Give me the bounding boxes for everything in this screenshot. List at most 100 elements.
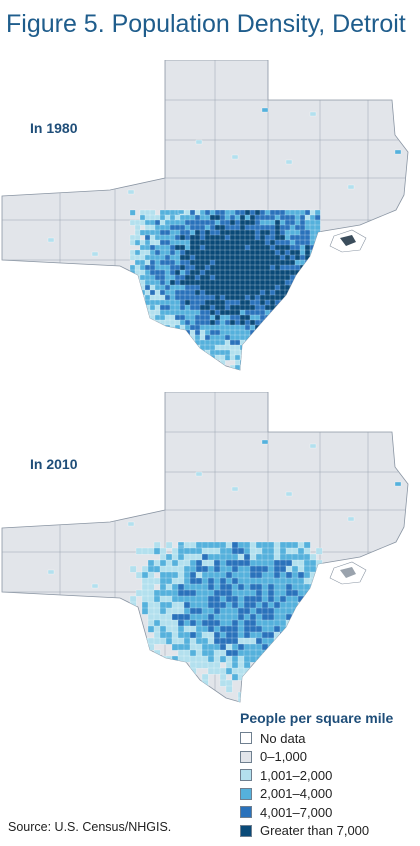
tract [243, 601, 251, 609]
tract [294, 234, 301, 241]
tract [239, 344, 246, 351]
tract [309, 324, 316, 331]
tract [213, 547, 221, 555]
tract [195, 631, 203, 639]
tract [249, 577, 257, 585]
tract [237, 607, 245, 615]
tract [183, 541, 191, 549]
tract [219, 299, 226, 306]
tract [269, 229, 276, 236]
tract [261, 583, 269, 591]
tract [269, 224, 276, 231]
tract [184, 279, 191, 286]
tract [261, 613, 269, 621]
tract [164, 344, 171, 351]
tract [213, 601, 221, 609]
tract [169, 259, 176, 266]
tract [244, 254, 251, 261]
tract [259, 259, 266, 266]
tract [149, 289, 156, 296]
tract [314, 259, 321, 266]
tract [179, 264, 186, 271]
tract [274, 349, 281, 356]
tract [279, 643, 287, 651]
tract [209, 309, 216, 316]
tract [309, 219, 316, 226]
tract [289, 249, 296, 256]
tract [189, 214, 196, 221]
tract [243, 625, 251, 633]
tract [189, 284, 196, 291]
tract [249, 269, 256, 276]
tract [179, 294, 186, 301]
tract [269, 314, 276, 321]
tract [259, 344, 266, 351]
tract [314, 319, 321, 326]
tract [201, 601, 209, 609]
tract [274, 219, 281, 226]
tract [159, 244, 166, 251]
tract [279, 649, 287, 657]
tract [314, 334, 321, 341]
tract [274, 274, 281, 281]
tract [309, 304, 316, 311]
tract [154, 239, 161, 246]
tract [249, 339, 256, 346]
tract [299, 319, 306, 326]
tract [254, 214, 261, 221]
tract [279, 613, 287, 621]
tract [174, 354, 181, 361]
tract [209, 249, 216, 256]
tract [309, 314, 316, 321]
tract [177, 625, 185, 633]
tract [231, 667, 239, 675]
tract [153, 559, 161, 567]
town-tract [347, 184, 355, 190]
tract [261, 541, 269, 549]
tract [169, 299, 176, 306]
tract [299, 274, 306, 281]
tract [244, 334, 251, 341]
tract [214, 259, 221, 266]
tract [304, 359, 311, 366]
tract [183, 607, 191, 615]
tract [279, 673, 287, 681]
tract [255, 655, 263, 663]
tract [254, 339, 261, 346]
tract [254, 314, 261, 321]
tract [139, 259, 146, 266]
tract [225, 583, 233, 591]
tract [213, 643, 221, 651]
tract [254, 249, 261, 256]
tract [147, 601, 155, 609]
tract [279, 595, 287, 603]
tract [224, 329, 231, 336]
tract [224, 209, 231, 216]
tract [264, 289, 271, 296]
tract [309, 571, 317, 579]
tract [274, 334, 281, 341]
tract [243, 547, 251, 555]
tract [189, 565, 197, 573]
tract [153, 607, 161, 615]
tract [259, 264, 266, 271]
tract [249, 607, 257, 615]
tract [297, 583, 305, 591]
tract [129, 254, 136, 261]
tract [309, 229, 316, 236]
tract [309, 613, 317, 621]
tract [177, 631, 185, 639]
tract [264, 209, 271, 216]
tract [184, 309, 191, 316]
tract [179, 289, 186, 296]
tract [234, 319, 241, 326]
tract [294, 219, 301, 226]
tract [239, 234, 246, 241]
tract [261, 655, 269, 663]
tract [237, 643, 245, 651]
tract [229, 319, 236, 326]
tract [273, 577, 281, 585]
tract [249, 643, 257, 651]
tract [237, 553, 245, 561]
tract [267, 559, 275, 567]
